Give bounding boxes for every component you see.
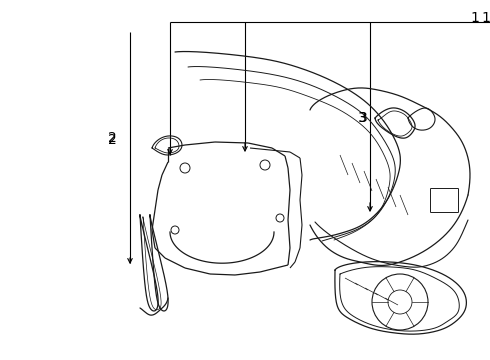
- Text: 1: 1: [481, 11, 490, 25]
- Text: 1: 1: [470, 11, 479, 25]
- Text: 2: 2: [108, 131, 117, 145]
- Text: 3: 3: [359, 111, 368, 125]
- Text: 3: 3: [358, 111, 367, 125]
- Text: 2: 2: [108, 133, 117, 147]
